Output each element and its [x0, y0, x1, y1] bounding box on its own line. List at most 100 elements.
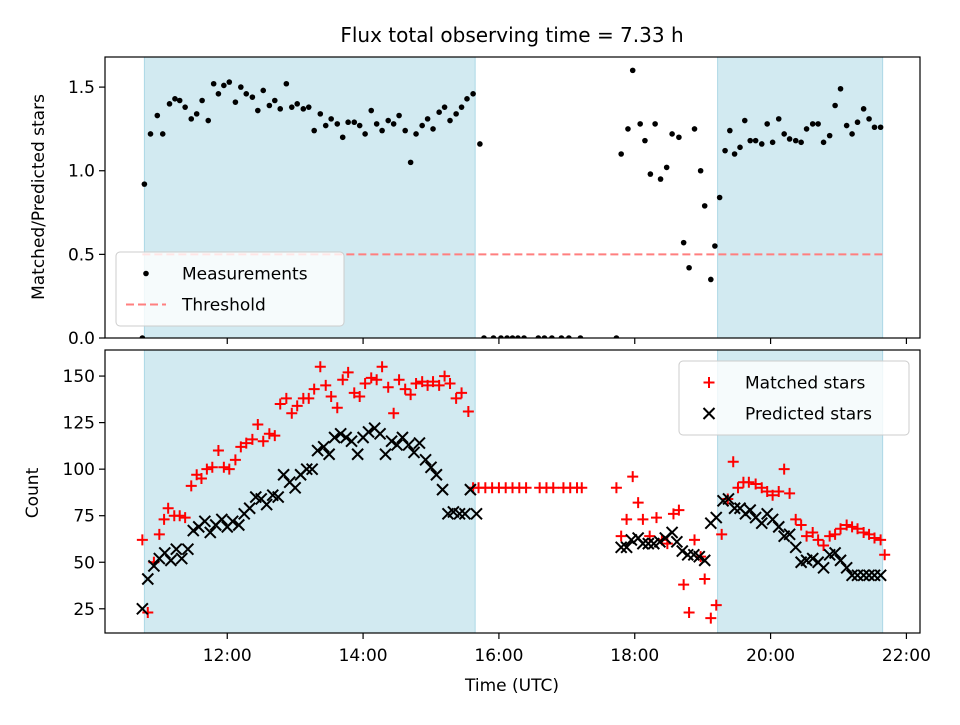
data-point	[314, 361, 326, 373]
y-tick-label: 1.0	[68, 162, 95, 182]
data-point	[683, 607, 695, 619]
data-point	[288, 104, 295, 110]
data-point	[829, 528, 841, 540]
data-point	[263, 428, 275, 440]
data-point	[136, 534, 148, 546]
data-point	[271, 490, 285, 504]
data-point	[663, 164, 670, 171]
y-tick-label: 25	[73, 600, 95, 620]
data-point	[174, 510, 186, 522]
legend-label: Measurements	[182, 265, 308, 285]
legend-label: Threshold	[181, 296, 266, 316]
data-point	[650, 512, 662, 524]
y-tick-label: 0.5	[68, 245, 95, 265]
data-point	[159, 131, 166, 137]
series-predicted-stars	[136, 421, 887, 616]
data-point	[407, 446, 421, 459]
data-point	[625, 126, 631, 132]
data-point	[790, 513, 802, 525]
data-point	[673, 504, 685, 516]
data-point	[676, 544, 689, 558]
data-point	[193, 111, 200, 117]
data-point	[441, 104, 448, 110]
data-point	[221, 82, 227, 89]
data-point	[470, 507, 483, 521]
data-point	[576, 482, 588, 494]
data-point	[246, 433, 258, 445]
data-point	[657, 176, 664, 182]
data-point	[396, 112, 402, 119]
series-measurements	[139, 67, 884, 338]
data-point	[618, 151, 624, 157]
data-point	[490, 335, 497, 338]
data-point	[710, 599, 722, 611]
data-point	[294, 101, 301, 107]
data-point	[288, 481, 302, 494]
data-point	[722, 492, 735, 506]
data-point	[240, 437, 252, 449]
data-point	[311, 444, 324, 457]
data-point	[419, 122, 425, 129]
data-point	[818, 539, 830, 551]
data-point	[728, 502, 741, 515]
y-tick-label: 0.0	[68, 329, 95, 349]
data-point	[379, 448, 392, 461]
data-point	[266, 102, 273, 109]
x-tick-label: 14:00	[339, 646, 388, 666]
data-point	[210, 80, 217, 87]
data-point	[212, 445, 224, 457]
plot-area	[136, 350, 891, 633]
data-point	[170, 543, 183, 556]
data-point	[515, 335, 521, 338]
data-point	[812, 534, 824, 546]
y-tick-label: 125	[63, 414, 95, 434]
data-point	[430, 126, 436, 132]
chart-title: Flux total observing time = 7.33 h	[340, 23, 683, 47]
data-point	[691, 126, 698, 132]
data-point	[832, 102, 838, 109]
data-point	[558, 335, 565, 338]
data-point	[371, 374, 383, 386]
data-point	[136, 602, 149, 616]
data-point	[462, 405, 474, 417]
data-point	[727, 127, 733, 134]
legend-box	[678, 360, 910, 436]
data-point	[680, 239, 687, 246]
data-point	[405, 389, 417, 401]
data-point	[477, 141, 483, 147]
x-tick-label: 16:00	[474, 646, 523, 666]
x-axis-label: Time (UTC)	[464, 676, 559, 696]
data-point	[652, 121, 658, 127]
bottom-panel: 25 50 75 100 125 150 12:00 14:00 16:00 18:00 20:00…	[63, 349, 931, 666]
data-point	[767, 489, 779, 501]
data-point	[747, 137, 754, 144]
data-point	[498, 335, 504, 338]
data-point	[566, 335, 572, 338]
data-point	[181, 543, 195, 556]
data-point	[798, 139, 804, 146]
data-point	[407, 159, 414, 166]
legend-swatch	[143, 270, 149, 277]
data-point	[376, 361, 388, 373]
data-point	[320, 379, 332, 391]
data-point	[373, 427, 387, 440]
data-point	[450, 392, 462, 404]
data-point	[755, 516, 768, 530]
data-point	[708, 276, 714, 283]
data-point	[535, 335, 542, 338]
y-tick-label: 50	[73, 553, 95, 573]
data-point	[308, 383, 320, 395]
data-point	[712, 243, 718, 249]
data-point	[809, 121, 816, 127]
data-point	[665, 526, 679, 539]
data-point	[339, 134, 346, 141]
data-point	[453, 111, 459, 117]
data-point	[815, 121, 821, 127]
data-point	[737, 144, 743, 151]
data-point	[464, 483, 477, 496]
data-point	[681, 548, 694, 562]
data-point	[615, 530, 627, 542]
data-point	[379, 127, 385, 134]
data-point	[351, 119, 358, 126]
data-point	[176, 97, 183, 104]
